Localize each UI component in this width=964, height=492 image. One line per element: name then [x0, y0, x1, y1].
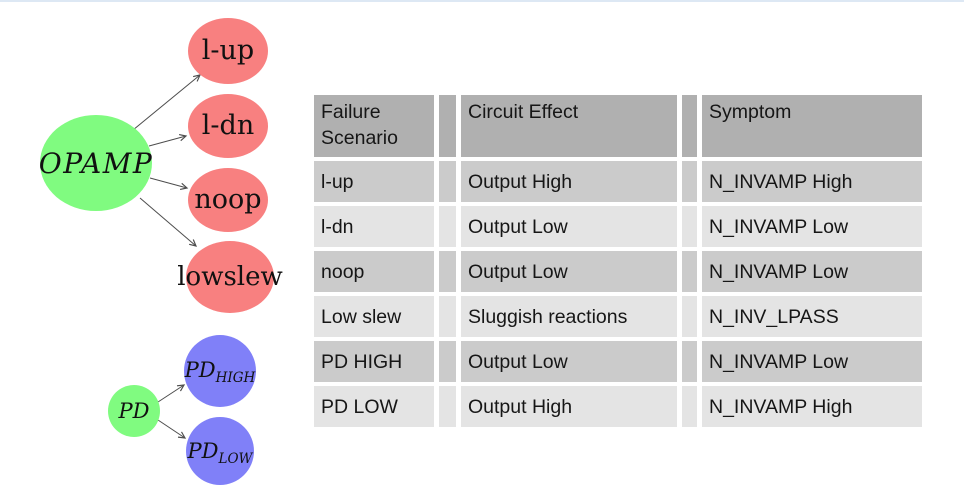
cell-spacer [682, 206, 697, 247]
failure-scenario-table: Failure Scenario Circuit Effect Symptom … [309, 91, 927, 431]
edge-pd-pdhigh [157, 384, 186, 403]
noop-node [188, 168, 268, 232]
opamp-root-label: OPAMP [39, 147, 153, 180]
pdlow-label-subscript: LOW [218, 451, 254, 467]
cell-spacer [439, 161, 456, 202]
ldn-node [188, 94, 268, 158]
header-spacer-1 [439, 95, 456, 157]
header-failure-scenario: Failure Scenario [314, 95, 434, 157]
lowslew-node [186, 241, 274, 313]
cell-circuit-effect: Sluggish reactions [461, 296, 677, 337]
table-row: l-dn Output Low N_INVAMP Low [314, 206, 922, 247]
table-row: l-up Output High N_INVAMP High [314, 161, 922, 202]
cell-failure-scenario: Low slew [314, 296, 434, 337]
cell-spacer [439, 341, 456, 382]
cell-spacer [439, 206, 456, 247]
cell-circuit-effect: Output High [461, 161, 677, 202]
table-header-row: Failure Scenario Circuit Effect Symptom [314, 95, 922, 157]
cell-symptom: N_INV_LPASS [702, 296, 922, 337]
header-circuit-effect: Circuit Effect [461, 95, 677, 157]
cell-circuit-effect: Output Low [461, 251, 677, 292]
cell-failure-scenario: noop [314, 251, 434, 292]
cell-spacer [682, 161, 697, 202]
pdlow-node [186, 417, 254, 485]
header-spacer-2 [682, 95, 697, 157]
noop-label: noop [194, 184, 261, 215]
pdlow-label: PDLOW [187, 439, 254, 467]
edge-opamp-noop [149, 177, 189, 190]
cell-spacer [439, 386, 456, 427]
cell-symptom: N_INVAMP Low [702, 206, 922, 247]
table-row: Low slew Sluggish reactions N_INV_LPASS [314, 296, 922, 337]
pdhigh-node [184, 335, 256, 407]
cell-symptom: N_INVAMP High [702, 386, 922, 427]
lowslew-label: lowslew [177, 262, 283, 292]
cell-failure-scenario: PD HIGH [314, 341, 434, 382]
cell-failure-scenario: l-up [314, 161, 434, 202]
opamp-root-node [40, 115, 152, 211]
cell-symptom: N_INVAMP High [702, 161, 922, 202]
cell-symptom: N_INVAMP Low [702, 251, 922, 292]
pdhigh-label-base: PD [184, 358, 216, 382]
cell-failure-scenario: PD LOW [314, 386, 434, 427]
cell-circuit-effect: Output High [461, 386, 677, 427]
cell-circuit-effect: Output Low [461, 206, 677, 247]
pdhigh-label: PDHIGH [184, 358, 256, 386]
cell-spacer [682, 296, 697, 337]
edge-opamp-lup [132, 74, 202, 131]
cell-circuit-effect: Output Low [461, 341, 677, 382]
header-symptom: Symptom [702, 95, 922, 157]
cell-spacer [439, 251, 456, 292]
table-row: noop Output Low N_INVAMP Low [314, 251, 922, 292]
table-row: PD LOW Output High N_INVAMP High [314, 386, 922, 427]
cell-spacer [439, 296, 456, 337]
edge-opamp-lowslew [139, 197, 197, 247]
cell-symptom: N_INVAMP Low [702, 341, 922, 382]
top-border-line [0, 0, 964, 2]
cell-failure-scenario: l-dn [314, 206, 434, 247]
lup-label: l-up [202, 35, 254, 66]
edge-pd-pdlow [157, 419, 187, 439]
pd-root-label: PD [118, 399, 150, 423]
pd-root-node [108, 385, 160, 437]
edge-opamp-ldn [148, 134, 188, 147]
table-row: PD HIGH Output Low N_INVAMP Low [314, 341, 922, 382]
lup-node [188, 18, 268, 84]
pdhigh-label-subscript: HIGH [215, 370, 256, 386]
cell-spacer [682, 341, 697, 382]
cell-spacer [682, 386, 697, 427]
ldn-label: l-dn [202, 110, 254, 141]
cell-spacer [682, 251, 697, 292]
pdlow-label-base: PD [187, 439, 219, 463]
